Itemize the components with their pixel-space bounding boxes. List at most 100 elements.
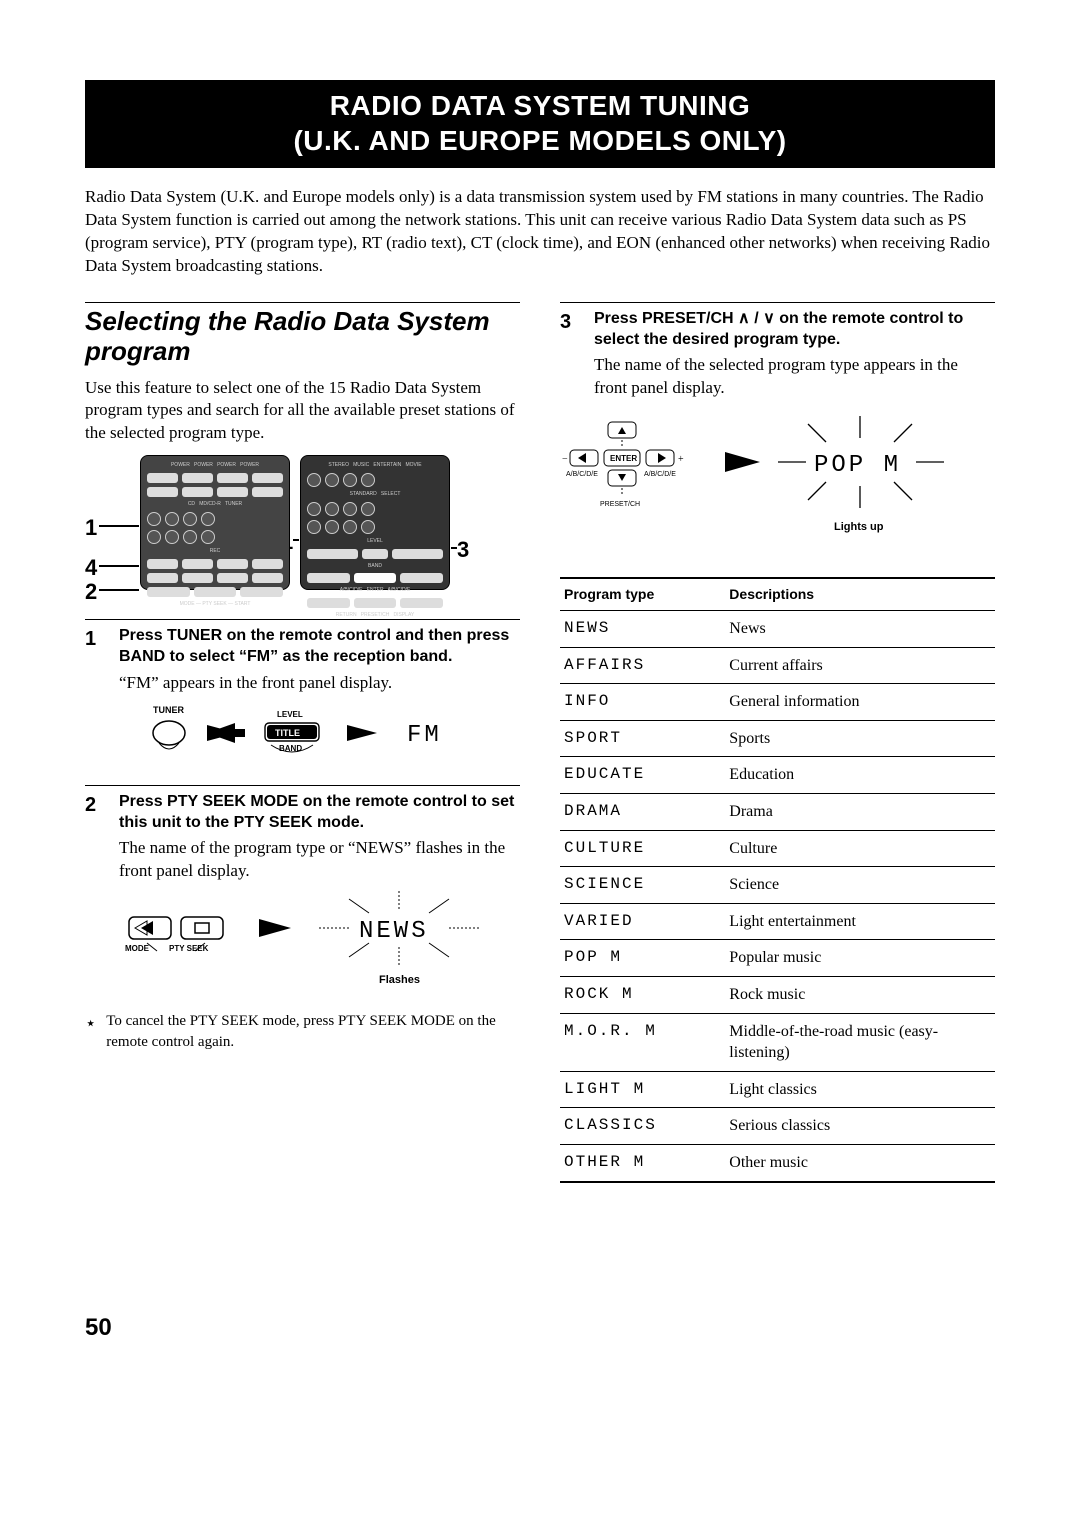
step-1-instruction: Press TUNER on the remote control and th… — [119, 626, 520, 668]
right-column: 3 Press PRESET/CH ∧ / ∨ on the remote co… — [560, 302, 995, 1344]
step-rule — [85, 785, 520, 786]
program-type-desc: Light entertainment — [725, 903, 995, 940]
th-descriptions: Descriptions — [725, 578, 995, 610]
step-number: 3 — [560, 309, 580, 400]
popm-display: POP M — [814, 452, 901, 479]
abcde-left-label: A/B/C/D/E — [566, 471, 598, 478]
step-2: 2 Press PTY SEEK MODE on the remote cont… — [85, 792, 520, 1001]
mode-label: MODE — [125, 944, 150, 953]
program-type-desc: Other music — [725, 1144, 995, 1181]
table-row: VARIEDLight entertainment — [560, 903, 995, 940]
section-heading: Selecting the Radio Data System program — [85, 307, 520, 367]
table-row: INFOGeneral information — [560, 684, 995, 721]
step-3-instruction: Press PRESET/CH ∧ / ∨ on the remote cont… — [594, 309, 995, 351]
program-type-code: POP M — [560, 940, 725, 977]
remote-diagram: 1 4 2 1 3 POWER POWER POWER POWER CD MD/… — [85, 455, 520, 605]
program-type-desc: Current affairs — [725, 647, 995, 684]
page-number: 50 — [85, 1312, 520, 1344]
table-row: AFFAIRSCurrent affairs — [560, 647, 995, 684]
preset-label: PRESET/CH — [600, 501, 640, 508]
program-type-code: ROCK M — [560, 976, 725, 1013]
level-label: LEVEL — [277, 710, 303, 719]
table-row: OTHER MOther music — [560, 1144, 995, 1181]
tip-text: To cancel the PTY SEEK mode, press PTY S… — [106, 1011, 520, 1052]
step-1-result: “FM” appears in the front panel display. — [119, 672, 520, 695]
program-type-code: CLASSICS — [560, 1108, 725, 1145]
program-type-code: DRAMA — [560, 794, 725, 831]
program-type-code: SPORT — [560, 720, 725, 757]
title-line-2: (U.K. AND EUROPE MODELS ONLY) — [85, 123, 995, 158]
remote-card-left: POWER POWER POWER POWER CD MD/CD-R TUNER… — [140, 455, 290, 590]
title-line-1: RADIO DATA SYSTEM TUNING — [85, 88, 995, 123]
step-2-illustration: MODE PTY SEEK — [119, 891, 520, 991]
table-row: EDUCATEEducation — [560, 757, 995, 794]
program-type-desc: Drama — [725, 794, 995, 831]
section-rule — [85, 302, 520, 303]
program-type-desc: Culture — [725, 830, 995, 867]
program-type-code: AFFAIRS — [560, 647, 725, 684]
section-description: Use this feature to select one of the 15… — [85, 377, 520, 446]
two-column-layout: Selecting the Radio Data System program … — [85, 302, 995, 1344]
program-type-desc: Serious classics — [725, 1108, 995, 1145]
step-1: 1 Press TUNER on the remote control and … — [85, 626, 520, 773]
step-2-instruction: Press PTY SEEK MODE on the remote contro… — [119, 792, 520, 834]
step-number: 1 — [85, 626, 105, 773]
svg-text:+: + — [678, 454, 684, 465]
intro-paragraph: Radio Data System (U.K. and Europe model… — [85, 186, 995, 278]
enter-label: ENTER — [610, 454, 637, 463]
table-row: M.O.R. MMiddle-of-the-road music (easy-l… — [560, 1013, 995, 1071]
program-type-desc: General information — [725, 684, 995, 721]
program-type-code: NEWS — [560, 611, 725, 648]
table-row: DRAMADrama — [560, 794, 995, 831]
program-type-code: CULTURE — [560, 830, 725, 867]
program-type-desc: Middle-of-the-road music (easy-listening… — [725, 1013, 995, 1071]
table-row: SPORTSports — [560, 720, 995, 757]
step-2-result: The name of the program type or “NEWS” f… — [119, 837, 520, 883]
tip-note: ⋆ To cancel the PTY SEEK mode, press PTY… — [85, 1011, 520, 1052]
callout-2: 2 — [85, 577, 97, 607]
news-display: NEWS — [359, 918, 429, 945]
program-type-desc: Science — [725, 867, 995, 904]
program-type-code: M.O.R. M — [560, 1013, 725, 1071]
abcde-right-label: A/B/C/D/E — [644, 471, 676, 478]
table-row: POP MPopular music — [560, 940, 995, 977]
program-type-desc: Education — [725, 757, 995, 794]
step-3: 3 Press PRESET/CH ∧ / ∨ on the remote co… — [560, 309, 995, 400]
title-label: TITLE — [275, 728, 300, 738]
left-column: Selecting the Radio Data System program … — [85, 302, 520, 1344]
table-row: NEWSNews — [560, 611, 995, 648]
program-type-code: OTHER M — [560, 1144, 725, 1181]
program-type-code: SCIENCE — [560, 867, 725, 904]
callout-3: 3 — [457, 535, 469, 565]
tuner-label: TUNER — [153, 705, 184, 715]
program-type-code: INFO — [560, 684, 725, 721]
step-3-result: The name of the selected program type ap… — [594, 354, 995, 400]
table-row: CULTURECulture — [560, 830, 995, 867]
title-bar: RADIO DATA SYSTEM TUNING (U.K. AND EUROP… — [85, 80, 995, 168]
step-3-illustration: − ENTER + A/B/C/D/E A/B/C/D/E PRESET/CH — [560, 414, 995, 561]
table-row: LIGHT MLight classics — [560, 1071, 995, 1108]
program-type-table: Program type Descriptions NEWSNewsAFFAIR… — [560, 577, 995, 1182]
program-type-desc: Rock music — [725, 976, 995, 1013]
program-type-code: VARIED — [560, 903, 725, 940]
svg-text:−: − — [562, 454, 568, 465]
table-row: CLASSICSSerious classics — [560, 1108, 995, 1145]
program-type-desc: News — [725, 611, 995, 648]
step-number: 2 — [85, 792, 105, 1001]
program-type-code: LIGHT M — [560, 1071, 725, 1108]
th-program-type: Program type — [560, 578, 725, 610]
step-rule — [560, 302, 995, 303]
program-type-desc: Popular music — [725, 940, 995, 977]
flashes-caption: Flashes — [379, 974, 420, 986]
program-type-desc: Sports — [725, 720, 995, 757]
table-row: ROCK MRock music — [560, 976, 995, 1013]
lightsup-caption: Lights up — [834, 521, 884, 533]
tip-icon: ⋆ — [85, 1011, 96, 1052]
fm-display: FM — [407, 722, 442, 749]
program-type-desc: Light classics — [725, 1071, 995, 1108]
program-type-tbody: NEWSNewsAFFAIRSCurrent affairsINFOGenera… — [560, 611, 995, 1182]
callout-1-left: 1 — [85, 513, 97, 543]
program-type-code: EDUCATE — [560, 757, 725, 794]
table-row: SCIENCEScience — [560, 867, 995, 904]
step-1-illustration: TUNER LEVEL TITLE BAND FM — [147, 703, 520, 763]
